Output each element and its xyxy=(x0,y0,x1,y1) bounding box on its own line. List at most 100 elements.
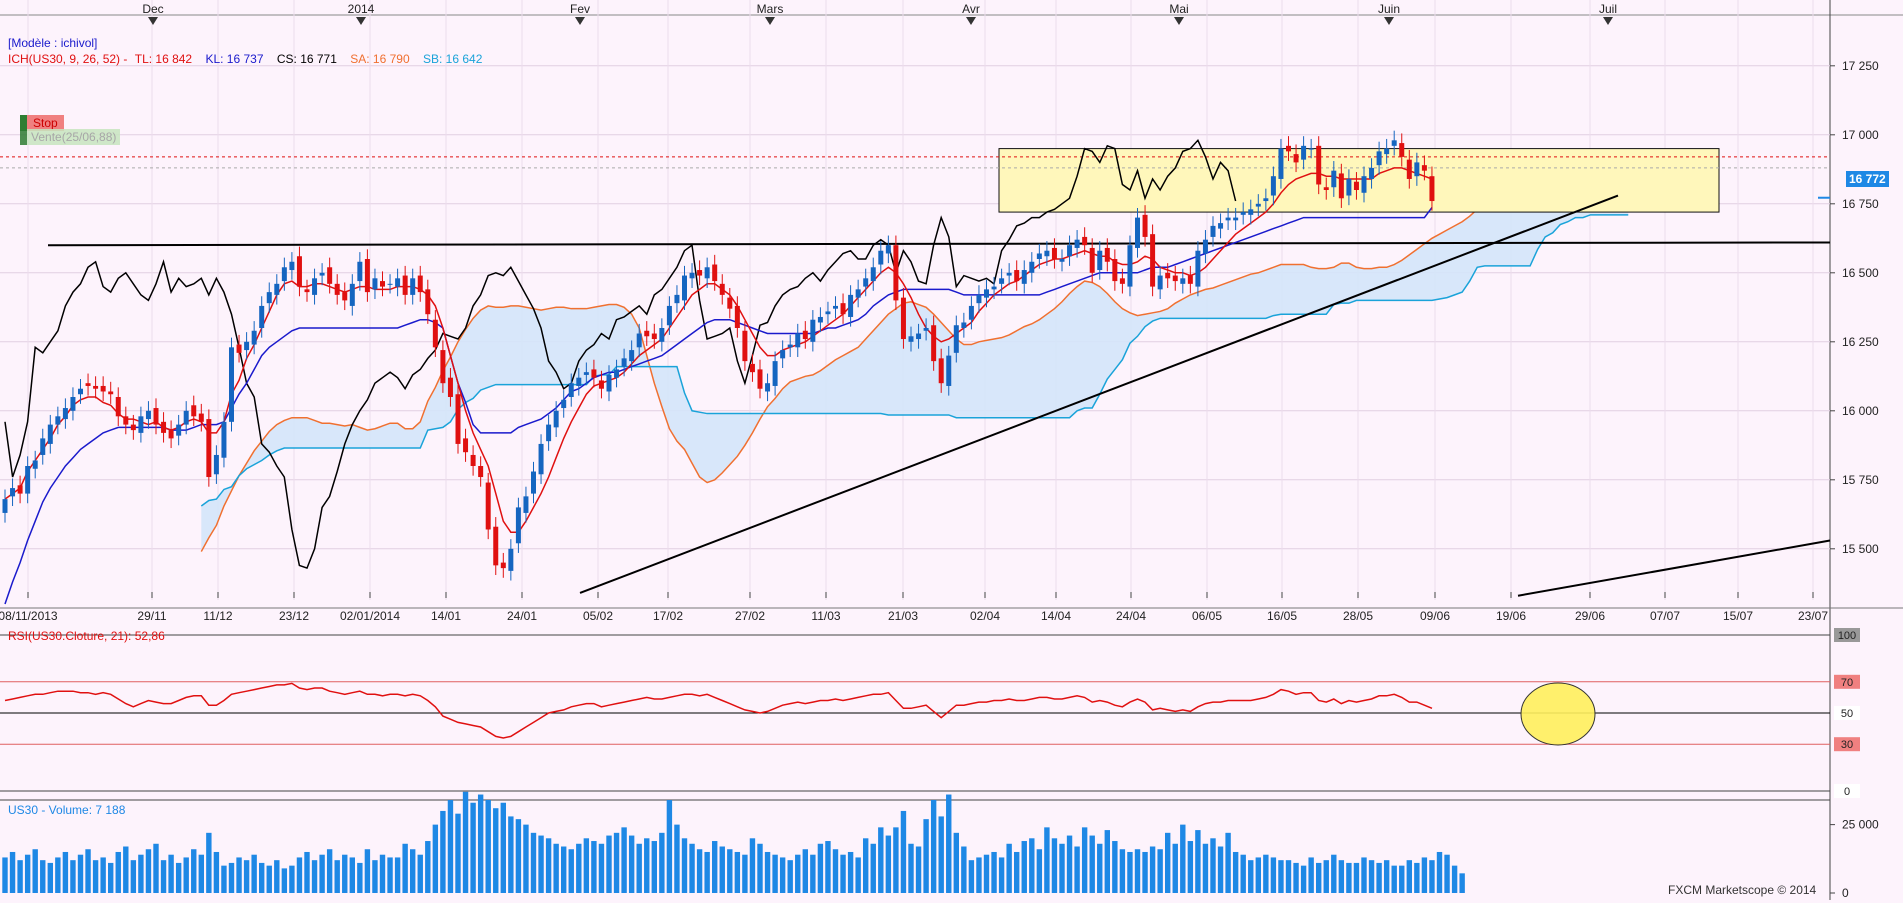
sell-order-tag[interactable]: Vente(25/06,88) xyxy=(20,129,121,145)
volume-bar xyxy=(17,860,23,893)
month-marker xyxy=(765,17,775,25)
volume-bar xyxy=(968,860,975,893)
volume-bar xyxy=(1316,862,1322,893)
volume-bar xyxy=(621,827,627,893)
candle-body xyxy=(651,333,657,340)
volume-bar xyxy=(553,843,559,893)
candle-body xyxy=(674,294,680,304)
kijun-sen-line xyxy=(4,206,1433,605)
volume-bar xyxy=(923,819,929,893)
volume-bar xyxy=(92,860,99,893)
candle-body xyxy=(1255,203,1261,207)
y-tick-label: 15 750 xyxy=(1842,473,1879,487)
candle-body xyxy=(553,410,559,428)
volume-bar xyxy=(1368,860,1375,893)
volume-bar xyxy=(1217,846,1224,893)
volume-title: US30 - Volume: 7 188 xyxy=(8,803,126,817)
volume-bar xyxy=(613,832,620,893)
volume-bar xyxy=(379,854,386,893)
candle-body xyxy=(1286,145,1291,152)
volume-bar xyxy=(870,843,876,893)
volume-bar xyxy=(1051,838,1058,893)
rsi-tick-label: 70 xyxy=(1841,677,1853,689)
volume-bar xyxy=(1036,849,1043,893)
volume-bar xyxy=(561,846,567,893)
candle-body xyxy=(319,272,325,276)
volume-bar xyxy=(357,862,363,893)
volume-bar xyxy=(183,857,189,893)
volume-bar xyxy=(749,838,756,893)
rsi-tick-bg xyxy=(1834,674,1860,689)
lower-trendline xyxy=(1517,539,1831,597)
volume-bar xyxy=(387,857,393,893)
volume-bar xyxy=(636,843,642,893)
volume-bar xyxy=(1029,838,1035,893)
x-tick-label: 14/01 xyxy=(431,609,461,623)
candle-body xyxy=(425,289,431,315)
volume-bar xyxy=(508,816,514,893)
volume-bar xyxy=(153,843,159,893)
candle-body xyxy=(1263,198,1269,202)
rsi-tick-bg xyxy=(1834,706,1860,720)
volume-bar xyxy=(764,851,771,893)
volume-bar xyxy=(1346,862,1352,893)
volume-bar xyxy=(946,794,952,893)
candle-body xyxy=(500,562,506,569)
volume-bar xyxy=(1414,862,1420,893)
candle-body xyxy=(561,399,567,409)
volume-bar xyxy=(470,802,476,893)
x-tick-label: 02/01/2014 xyxy=(340,609,400,623)
volume-bar xyxy=(70,860,76,893)
candle-body xyxy=(606,374,612,392)
volume-bar xyxy=(1112,841,1118,893)
x-tick-label: 08/11/2013 xyxy=(0,609,58,623)
volume-bar xyxy=(915,846,922,893)
rsi-title: RSI(US30.Cloture, 21): 52,86 xyxy=(8,629,165,643)
volume-bar xyxy=(727,849,733,893)
volume-bar xyxy=(1406,860,1412,893)
x-tick-label: 24/01 xyxy=(507,609,537,623)
stop-order-tag[interactable]: Stop xyxy=(20,115,64,131)
candle-body xyxy=(1361,176,1367,193)
candle-body xyxy=(17,485,23,494)
volume-bar xyxy=(1014,851,1020,893)
volume-bar xyxy=(1172,843,1178,893)
candle-body xyxy=(417,275,423,293)
volume-bar xyxy=(447,800,454,893)
candle-body xyxy=(1270,176,1276,196)
candle-body xyxy=(274,283,280,295)
volume-bar xyxy=(666,800,673,893)
rsi-line xyxy=(4,682,1433,739)
candle-body xyxy=(863,278,869,287)
y-tick-label: 16 750 xyxy=(1842,197,1879,211)
candle-body xyxy=(1316,145,1322,185)
candle-body xyxy=(478,466,484,478)
volume-bar xyxy=(47,862,53,893)
volume-bar xyxy=(704,851,710,893)
candle-body xyxy=(176,424,182,436)
month-marker xyxy=(1384,17,1394,25)
y-tick-label: 15 500 xyxy=(1842,542,1879,556)
candle-body xyxy=(1331,170,1337,188)
volume-bar xyxy=(100,857,106,893)
candle-body xyxy=(1180,278,1186,284)
rsi-tick-label: 30 xyxy=(1841,739,1853,751)
x-tick-label: 21/03 xyxy=(888,609,918,623)
volume-bar xyxy=(281,868,288,893)
candle-body xyxy=(221,421,227,458)
candle-body xyxy=(878,250,884,265)
candle-body xyxy=(659,328,665,342)
volume-bar xyxy=(598,843,605,893)
volume-bar xyxy=(138,854,144,893)
candle-body xyxy=(395,278,401,287)
volume-bar xyxy=(62,851,69,893)
candle-body xyxy=(10,488,16,497)
volume-bar xyxy=(900,810,907,893)
x-tick-label: 16/05 xyxy=(1267,609,1297,623)
candle-body xyxy=(833,305,838,309)
candle-body xyxy=(1014,270,1020,282)
volume-bar xyxy=(274,860,280,893)
candle-body xyxy=(1127,245,1133,287)
candle-body xyxy=(1059,259,1065,262)
senkou-span-a-line xyxy=(200,192,1629,552)
